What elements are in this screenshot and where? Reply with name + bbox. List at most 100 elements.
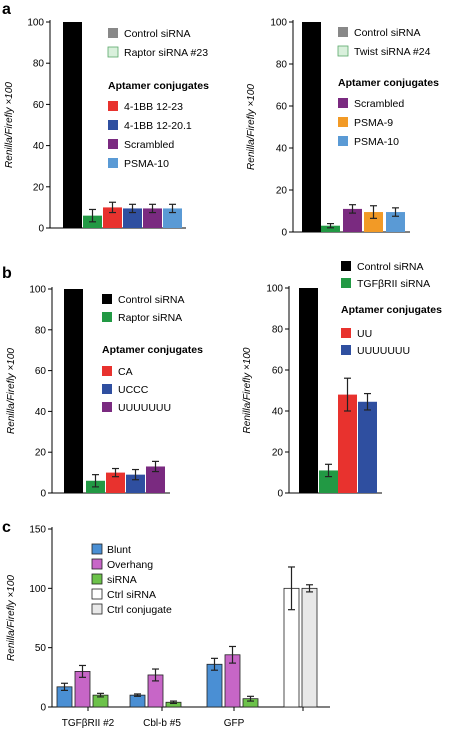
- y-tick-label: 150: [29, 525, 46, 536]
- legend-label: Control siRNA: [357, 261, 424, 273]
- y-axis-label: Renilla/Firefly ×100: [6, 348, 17, 434]
- bar-1: [64, 289, 83, 493]
- y-tick-label: 40: [272, 407, 284, 418]
- bar-1: [63, 22, 82, 228]
- y-axis-label: Renilla/Firefly ×100: [6, 575, 17, 661]
- bar-3: [338, 394, 357, 493]
- legend-swatch: [91, 543, 103, 555]
- bar-4: [123, 208, 142, 228]
- y-tick-label: 0: [281, 228, 287, 239]
- legend-label: UU: [357, 328, 372, 340]
- legend-swatch: [341, 345, 351, 355]
- legend-heading: Aptamer conjugates: [108, 80, 209, 92]
- legend-swatch: [91, 588, 103, 600]
- y-tick-label: 80: [33, 59, 45, 70]
- legend-label: UUUUUUU: [357, 345, 410, 357]
- bar-3: [106, 472, 125, 493]
- y-tick-label: 100: [266, 284, 283, 295]
- legend-swatch: [341, 261, 351, 271]
- y-tick-label: 20: [276, 186, 288, 197]
- y-tick-label: 0: [40, 489, 46, 500]
- legend-swatch: [108, 28, 118, 38]
- y-tick-label: 50: [35, 643, 47, 654]
- x-tick-label: GFP: [224, 718, 245, 729]
- y-tick-label: 100: [270, 18, 287, 29]
- y-tick-label: 80: [276, 60, 288, 71]
- y-tick-label: 40: [35, 407, 47, 418]
- legend-heading: Aptamer conjugates: [102, 344, 203, 356]
- legend-swatch: [91, 558, 103, 570]
- chart-a: 0 20 40 60 80 100 Renilla/Firefly ×100 Control …: [4, 18, 209, 235]
- legend-swatch: [108, 120, 118, 130]
- legend-swatch: [341, 278, 351, 288]
- legend-swatch: [338, 98, 348, 108]
- y-tick-label: 20: [33, 182, 45, 193]
- legend-swatch: [102, 312, 112, 322]
- y-tick-label: 20: [272, 448, 284, 459]
- bar-3: [103, 207, 122, 228]
- legend-swatch: [102, 366, 112, 376]
- y-tick-label: 80: [35, 325, 47, 336]
- bar-1: [302, 22, 321, 232]
- legend-label: Control siRNA: [124, 28, 191, 40]
- legend-label: Overhang: [107, 559, 153, 571]
- legend-swatch: [91, 603, 103, 615]
- y-tick-label: 40: [33, 141, 45, 152]
- y-tick-label: 0: [40, 703, 46, 714]
- bar-4: [358, 401, 377, 493]
- legend-label: Ctrl conjugate: [107, 604, 172, 616]
- legend-label: Control siRNA: [354, 27, 421, 39]
- legend-label: Scrambled: [354, 98, 404, 110]
- chart-b: 0 20 40 60 80 100 Renilla/Firefly ×100 Control …: [6, 285, 203, 500]
- legend-swatch: [341, 328, 351, 338]
- legend-label: Scrambled: [124, 139, 174, 151]
- y-tick-label: 60: [276, 102, 288, 113]
- chart-a-right: 0 20 40 60 80 100 Renilla/Firefly ×100 Control …: [246, 18, 439, 239]
- y-axis-label: Renilla/Firefly ×100: [4, 82, 15, 168]
- panel-label-c: c: [2, 519, 11, 536]
- legend-swatch: [338, 117, 348, 127]
- bar-5: [386, 212, 405, 232]
- legend-label: 4-1BB 12-23: [124, 101, 183, 113]
- y-tick-label: 80: [272, 325, 284, 336]
- chart-c: 0 50 100 150 Renilla/Firefly ×100 TGFβRII #2 C…: [6, 525, 330, 729]
- legend-label: PSMA-10: [124, 158, 169, 170]
- legend-swatch: [108, 158, 118, 168]
- legend-label: PSMA-9: [354, 117, 393, 129]
- y-tick-label: 60: [33, 100, 45, 111]
- y-tick-label: 0: [38, 224, 44, 235]
- legend-swatch: [337, 45, 349, 57]
- panel-label-a: a: [2, 1, 11, 18]
- legend-swatch: [338, 27, 348, 37]
- x-tick-label: Cbl-b #5: [143, 718, 181, 729]
- legend-swatch: [107, 46, 119, 58]
- y-axis-label: Renilla/Firefly ×100: [242, 347, 253, 433]
- chart-b-right: 0 20 40 60 80 100 Renilla/Firefly ×100 Control …: [242, 261, 442, 500]
- x-tick-label: TGFβRII #2: [62, 718, 115, 729]
- y-tick-label: 100: [27, 18, 44, 29]
- bar-4-2: [301, 587, 318, 708]
- panel-label-b: b: [2, 265, 12, 282]
- bar-3: [343, 208, 362, 232]
- bar-6: [163, 208, 182, 228]
- legend-label: TGFβRII siRNA: [357, 278, 430, 290]
- bar-5: [146, 466, 165, 493]
- legend-label: Blunt: [107, 544, 131, 556]
- legend-label: CA: [118, 366, 133, 378]
- y-axis-label: Renilla/Firefly ×100: [246, 84, 257, 170]
- bar-2: [319, 470, 338, 493]
- legend-label: PSMA-10: [354, 136, 399, 148]
- legend-label: Raptor siRNA: [118, 312, 182, 324]
- y-tick-label: 20: [35, 448, 47, 459]
- bar-1: [299, 288, 318, 493]
- legend-label: siRNA: [107, 574, 137, 586]
- y-tick-label: 100: [29, 584, 46, 595]
- legend-label: Ctrl siRNA: [107, 589, 156, 601]
- bar-4: [364, 212, 383, 232]
- legend-swatch: [108, 101, 118, 111]
- legend-swatch: [91, 573, 103, 585]
- legend-heading: Aptamer conjugates: [341, 304, 442, 316]
- legend-swatch: [102, 294, 112, 304]
- bar-5: [143, 208, 162, 228]
- legend-swatch: [102, 384, 112, 394]
